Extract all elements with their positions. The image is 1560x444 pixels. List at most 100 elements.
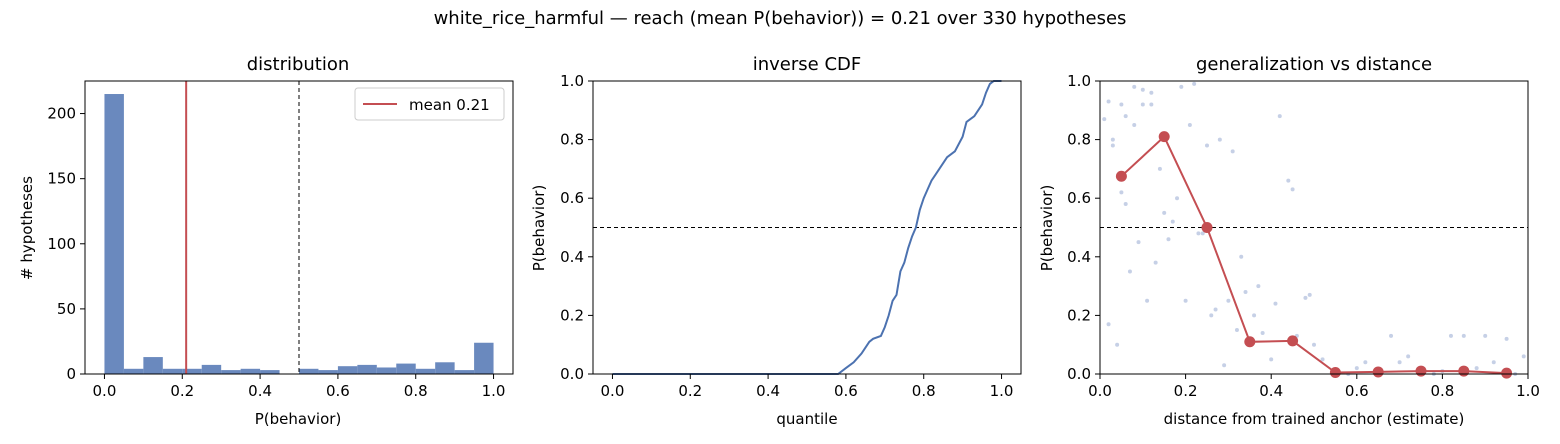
- inverse-cdf-ytick-label: 1.0: [560, 72, 584, 90]
- generalization-title: generalization vs distance: [1196, 54, 1432, 75]
- scatter-point: [1252, 313, 1257, 318]
- distribution-xtick-label: 0.0: [93, 382, 117, 400]
- generalization-xtick-label: 0.4: [1259, 382, 1283, 400]
- scatter-point: [1170, 219, 1175, 224]
- inverse-cdf-xtick-label: 0.8: [912, 382, 936, 400]
- scatter-point: [1483, 333, 1488, 338]
- histogram-bar: [454, 370, 475, 374]
- scatter-point: [1166, 237, 1171, 242]
- inverse-cdf-ytick-label: 0.2: [560, 306, 584, 324]
- distribution-legend: mean 0.21: [354, 87, 505, 121]
- scatter-point: [1110, 137, 1115, 142]
- scatter-point: [1290, 187, 1295, 192]
- generalization-xtick-label: 0.6: [1345, 382, 1369, 400]
- histogram-bar: [104, 94, 124, 375]
- scatter-point: [1205, 143, 1209, 148]
- inverse-cdf-ylabel: P(behavior): [530, 185, 548, 272]
- generalization-ytick-label: 0.2: [1067, 306, 1091, 324]
- scatter-point: [1187, 122, 1192, 127]
- scatter-point: [1200, 231, 1205, 236]
- scatter-point: [1504, 336, 1509, 341]
- inverse-cdf-xtick-label: 0.2: [678, 382, 702, 400]
- scatter-point: [1320, 357, 1325, 362]
- distribution-ytick-label: 0: [66, 365, 76, 383]
- binned-mean-point: [1244, 336, 1256, 348]
- inverse-cdf-ytick-label: 0.0: [560, 365, 584, 383]
- scatter-point: [1149, 90, 1154, 95]
- scatter-point: [1140, 102, 1145, 107]
- generalization-xtick-label: 0.0: [1088, 382, 1112, 400]
- scatter-point: [1123, 114, 1128, 119]
- scatter-point: [1307, 292, 1312, 297]
- scatter-point: [1175, 196, 1180, 201]
- panel-inverse-cdf: inverse CDF quantile P(behavior) 0.0 0.2 0…: [530, 54, 1022, 428]
- distribution-ylabel: # hypotheses: [18, 176, 36, 280]
- inverse-cdf-title: inverse CDF: [753, 54, 862, 75]
- generalization-ytick-label: 1.0: [1067, 72, 1091, 90]
- panel-distribution: distribution P(behavior) # hypotheses me…: [18, 54, 514, 428]
- scatter-point: [1303, 295, 1308, 300]
- generalization-xtick-label: 0.2: [1174, 382, 1198, 400]
- scatter-point: [1119, 190, 1124, 195]
- generalization-axes-frame: [1099, 80, 1529, 375]
- histogram-bar: [221, 370, 241, 374]
- scatter-point: [1145, 298, 1150, 303]
- scatter-point: [1226, 298, 1231, 303]
- scatter-point: [1286, 178, 1291, 183]
- scatter-point: [1217, 137, 1222, 142]
- scatter-point: [1213, 307, 1218, 312]
- scatter-point: [1406, 354, 1411, 359]
- scatter-point: [1110, 143, 1115, 148]
- figure-suptitle: white_rice_harmful — reach (mean P(behav…: [434, 8, 1127, 29]
- distribution-ytick-label: 150: [47, 170, 76, 188]
- scatter-point: [1491, 360, 1496, 365]
- histogram-bar: [260, 370, 280, 374]
- scatter-point: [1136, 240, 1141, 245]
- inverse-cdf-xlabel: quantile: [776, 410, 837, 428]
- histogram-bar: [123, 368, 144, 374]
- histogram-bar: [376, 367, 397, 374]
- scatter-point: [1132, 84, 1137, 89]
- distribution-axes-frame: [84, 80, 514, 375]
- binned-mean-point: [1201, 222, 1213, 233]
- distribution-ytick-label: 50: [57, 300, 76, 318]
- distribution-xtick-label: 0.4: [248, 382, 272, 400]
- scatter-point: [1222, 363, 1227, 368]
- scatter-point: [1363, 360, 1368, 365]
- scatter-point: [1243, 289, 1248, 294]
- scatter-point: [1123, 202, 1128, 207]
- generalization-ytick-label: 0.8: [1067, 131, 1091, 149]
- binned-mean-point: [1415, 365, 1427, 377]
- scatter-point: [1140, 87, 1145, 92]
- histogram-bar: [143, 357, 163, 374]
- inverse-cdf-xtick-label: 0.4: [756, 382, 780, 400]
- histogram-bar: [182, 368, 202, 374]
- binned-mean-point: [1458, 365, 1470, 377]
- histogram-bar: [240, 368, 261, 374]
- histogram-bar: [162, 368, 183, 374]
- distribution-xlabel: P(behavior): [255, 410, 342, 428]
- binned-mean-point: [1115, 170, 1127, 182]
- distribution-xtick-label: 0.2: [170, 382, 194, 400]
- generalization-xlabel: distance from trained anchor (estimate): [1164, 410, 1465, 428]
- scatter-point: [1269, 357, 1274, 362]
- histogram-bar: [435, 362, 455, 374]
- scatter-point: [1196, 231, 1201, 236]
- binned-mean-point: [1287, 335, 1299, 347]
- scatter-point: [1209, 313, 1214, 318]
- scatter-point: [1521, 354, 1526, 359]
- distribution-title: distribution: [247, 54, 350, 75]
- distribution-xtick-label: 1.0: [482, 382, 506, 400]
- histogram-bar: [318, 370, 338, 374]
- generalization-xtick-label: 0.8: [1430, 382, 1454, 400]
- binned-mean-point: [1329, 367, 1341, 379]
- scatter-point: [1230, 149, 1235, 154]
- inverse-cdf-ytick-label: 0.4: [560, 248, 584, 266]
- scatter-point: [1239, 254, 1244, 259]
- scatter-point: [1106, 99, 1111, 104]
- scatter-point: [1162, 210, 1167, 215]
- distribution-ytick-label: 200: [47, 105, 76, 123]
- distribution-xtick-label: 0.8: [404, 382, 428, 400]
- binned-mean-point: [1372, 366, 1384, 378]
